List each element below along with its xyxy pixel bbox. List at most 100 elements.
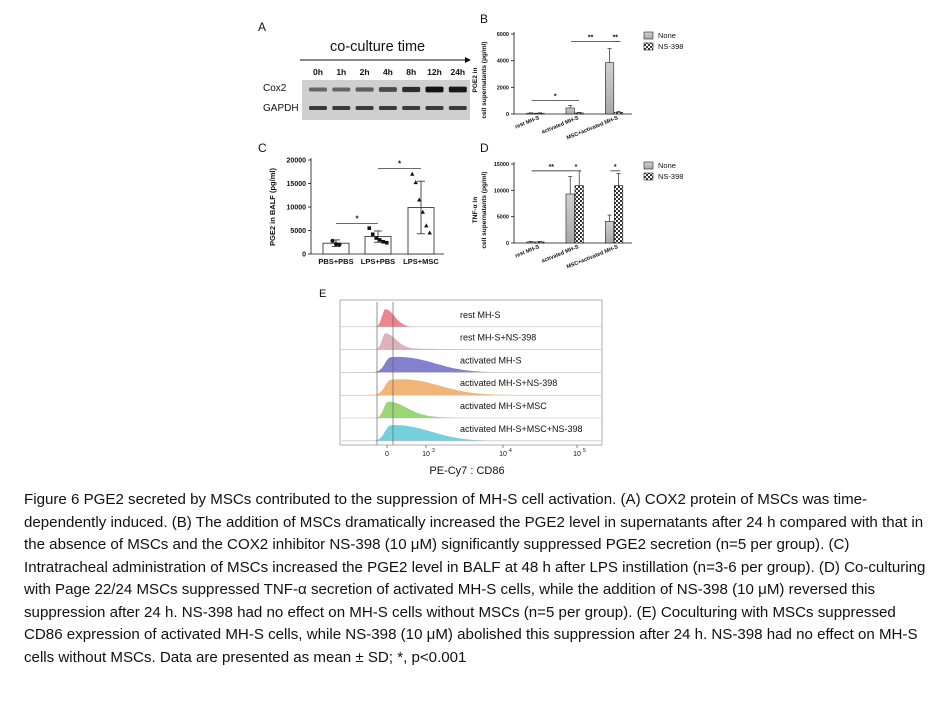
legend-label: None — [658, 31, 676, 40]
data-point — [384, 240, 389, 245]
band-label-gapdh: GAPDH — [263, 103, 299, 114]
flow-xlabel: PE-Cy7 : CD86 — [429, 465, 504, 477]
blot-arrow-head — [465, 57, 471, 63]
row-label: activated MH-S+MSC — [460, 401, 547, 411]
legend-swatch-ns398 — [643, 172, 654, 181]
cox2-band — [378, 87, 397, 92]
x-group-label: rest MH-S — [514, 244, 540, 259]
x-tick-exponent: 5 — [583, 448, 586, 454]
panel-d-ylabel-2: cell supernatants (pg/ml) — [481, 172, 488, 249]
panel-b-ylabel-2: cell supernatants (pg/ml) — [481, 42, 488, 119]
panel-d-ylabel-1: TNF-α in — [472, 197, 479, 223]
data-point — [413, 180, 418, 185]
gapdh-band — [355, 106, 374, 110]
data-point — [427, 230, 432, 235]
x-tick-label: 0 — [385, 451, 389, 458]
band-label-cox2: Cox2 — [263, 83, 287, 94]
panel-a-letter: A — [258, 20, 266, 34]
bar-none — [604, 221, 615, 244]
bar-ns398 — [574, 112, 584, 115]
y-tick-label: 6000 — [497, 32, 509, 38]
blot-header: co-culture time — [330, 39, 425, 55]
panel-c-ylabel: PGE2 in BALF (pg/ml) — [268, 168, 277, 246]
cox2-band — [332, 87, 351, 92]
histogram — [341, 425, 601, 441]
time-label: 12h — [427, 67, 442, 77]
y-tick-label: 2000 — [497, 85, 509, 91]
x-group-label: LPS+MSC — [403, 257, 439, 266]
y-tick-label: 5000 — [290, 228, 306, 235]
significance-marker: * — [355, 214, 359, 223]
figure-6: A co-culture time 0h 1h 2h 4h 8h 12h 24h Cox2 … — [258, 12, 684, 477]
time-label: 0h — [313, 67, 323, 77]
bar-none — [604, 62, 615, 115]
blot-bands — [309, 86, 467, 110]
significance-marker: * — [554, 94, 557, 101]
row-label: activated MH-S+MSC+NS-398 — [460, 424, 583, 434]
time-label: 1h — [336, 67, 346, 77]
panel-c: C PGE2 in BALF (pg/ml) 0 5000 10000 15000 20… — [258, 141, 444, 266]
data-point — [330, 238, 335, 243]
y-tick-label: 15000 — [287, 181, 307, 188]
gapdh-band — [448, 106, 467, 110]
data-point — [417, 197, 422, 202]
bar-none — [565, 107, 575, 115]
significance-marker: * — [398, 159, 402, 168]
row-label: rest MH-S — [460, 310, 501, 320]
x-tick-label: 10 — [422, 451, 430, 458]
row-label: activated MH-S — [460, 355, 522, 365]
significance-marker: ** — [613, 34, 619, 41]
time-label: 2h — [360, 67, 370, 77]
gapdh-band — [309, 106, 327, 110]
y-tick-label: 10000 — [494, 188, 509, 194]
y-tick-label: 0 — [506, 241, 509, 247]
cox2-band — [425, 86, 444, 93]
bar-ns398 — [535, 241, 545, 244]
y-tick-label: 10000 — [287, 205, 307, 212]
data-point — [367, 226, 372, 230]
legend-label: NS-398 — [658, 172, 683, 181]
panel-c-letter: C — [258, 141, 267, 155]
cox2-band — [355, 87, 374, 92]
time-label: 24h — [450, 67, 465, 77]
y-tick-label: 0 — [506, 112, 509, 118]
cox2-band — [448, 86, 467, 93]
legend-swatch-none — [643, 31, 654, 40]
x-tick-label: 10 — [573, 451, 581, 458]
bar-none — [526, 112, 536, 115]
histogram — [341, 401, 601, 418]
row-label: activated MH-S+NS-398 — [460, 378, 557, 388]
bar-ns398 — [613, 112, 624, 115]
data-point — [381, 239, 386, 244]
x-tick-label: 10 — [499, 451, 507, 458]
significance-marker: ** — [588, 34, 594, 41]
gapdh-band — [402, 106, 421, 110]
y-tick-label: 4000 — [497, 59, 509, 65]
x-tick-exponent: 3 — [432, 448, 435, 454]
time-label: 8h — [406, 67, 416, 77]
time-label: 4h — [383, 67, 393, 77]
legend-label: None — [658, 161, 676, 170]
panel-b-letter: B — [480, 12, 488, 26]
y-tick-label: 5000 — [497, 215, 509, 221]
data-point — [337, 242, 342, 247]
gapdh-band — [378, 106, 397, 110]
legend-label: NS-398 — [658, 42, 683, 51]
significance-marker: ** — [549, 164, 555, 171]
data-point — [377, 238, 382, 242]
data-point — [410, 171, 415, 176]
y-tick-label: 0 — [302, 252, 306, 259]
row-label: rest MH-S+NS-398 — [460, 333, 536, 343]
histogram — [341, 379, 601, 396]
cox2-band — [309, 87, 327, 92]
histogram — [341, 356, 601, 373]
panel-d: D TNF-α in cell supernatants (pg/ml) 0 50… — [472, 141, 683, 270]
gapdh-band — [332, 106, 351, 110]
bar-ns398 — [535, 112, 545, 115]
panel-e-chart: rest MH-S rest MH-S+NS-398 activated MH-S a… — [341, 302, 601, 458]
bar-none — [565, 193, 575, 244]
panel-d-letter: D — [480, 141, 489, 155]
data-point — [420, 209, 425, 214]
